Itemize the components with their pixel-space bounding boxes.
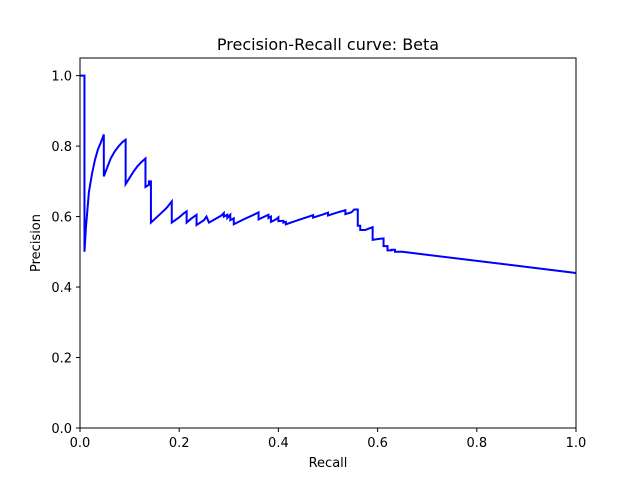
chart-title: Precision-Recall curve: Beta	[217, 35, 439, 54]
x-tick-label: 0.2	[169, 436, 190, 451]
y-tick-label: 0.8	[51, 140, 72, 155]
x-tick-label: 0.0	[70, 436, 91, 451]
y-tick-label: 0.4	[51, 281, 72, 296]
y-tick-label: 1.0	[51, 70, 72, 85]
x-tick-label: 1.0	[566, 436, 587, 451]
x-axis-ticks: 0.0 0.2 0.4 0.6 0.8 1.0	[70, 428, 587, 451]
pr-curve-line	[80, 74, 577, 274]
curve-layer	[80, 74, 577, 274]
y-axis-label: Precision	[29, 214, 44, 272]
plot-area	[80, 58, 576, 428]
y-axis-ticks: 0.0 0.2 0.4 0.6 0.8 1.0	[51, 70, 80, 437]
y-tick-label: 0.0	[51, 422, 72, 437]
y-tick-label: 0.6	[51, 211, 72, 226]
x-tick-label: 0.4	[268, 436, 289, 451]
x-tick-label: 0.6	[367, 436, 388, 451]
x-tick-label: 0.8	[466, 436, 487, 451]
plot-frame	[79, 57, 577, 429]
x-axis-label: Recall	[309, 456, 348, 471]
y-tick-label: 0.2	[51, 352, 72, 367]
